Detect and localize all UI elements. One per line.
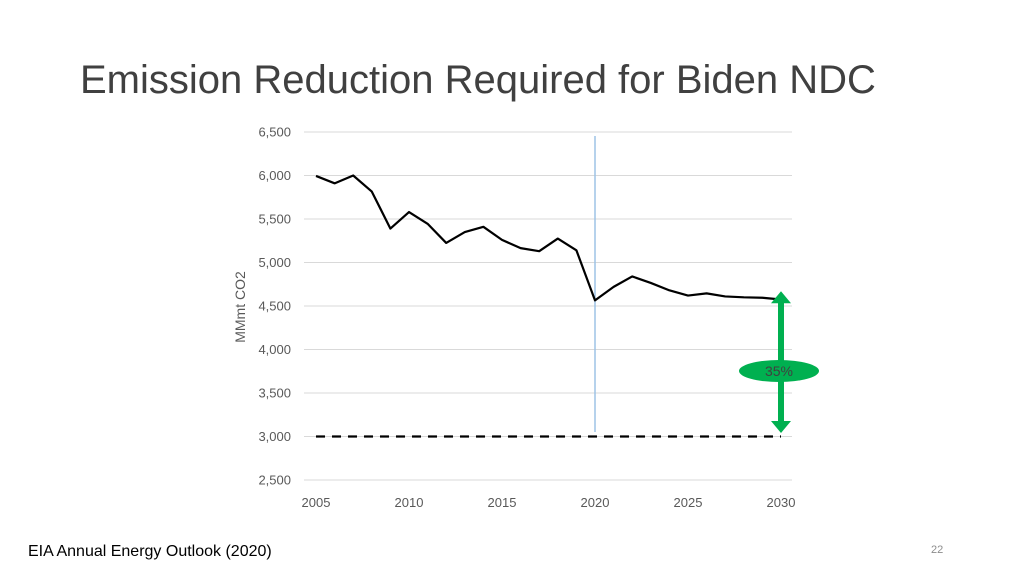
percent-label: 35% (765, 363, 793, 379)
slide-number: 22 (931, 544, 944, 556)
y-tick-label: 6,500 (258, 125, 291, 140)
x-tick-label: 2015 (488, 495, 517, 510)
y-tick-label: 2,500 (258, 473, 291, 488)
x-tick-label: 2025 (674, 495, 703, 510)
y-tick-label: 3,000 (258, 429, 291, 444)
x-tick-label: 2030 (767, 495, 796, 510)
arrow-up-head (771, 291, 791, 304)
source-note: EIA Annual Energy Outlook (2020) (28, 543, 272, 560)
x-tick-label: 2020 (581, 495, 610, 510)
x-axis-ticks: 2005 2010 2015 2020 2025 2030 (302, 495, 796, 510)
y-axis-ticks: 2,500 3,000 3,500 4,000 4,500 5,000 5,500 6,000… (258, 125, 291, 488)
percent-badge (739, 360, 819, 382)
y-tick-label: 5,000 (258, 255, 291, 270)
slide-title: Emission Reduction Required for Biden ND… (80, 58, 876, 102)
reduction-annotation: 35% (739, 291, 819, 434)
arrow-down-head (771, 421, 791, 434)
x-tick-label: 2010 (395, 495, 424, 510)
emissions-series-line (315, 174, 782, 302)
y-axis-label: MMmt CO2 (232, 271, 248, 343)
x-tick-label: 2005 (302, 495, 331, 510)
y-tick-label: 4,000 (258, 342, 291, 357)
series-group (315, 174, 782, 438)
y-tick-label: 5,500 (258, 212, 291, 227)
y-tick-label: 6,000 (258, 168, 291, 183)
gridlines (304, 131, 792, 481)
y-tick-label: 4,500 (258, 299, 291, 314)
y-tick-label: 3,500 (258, 386, 291, 401)
